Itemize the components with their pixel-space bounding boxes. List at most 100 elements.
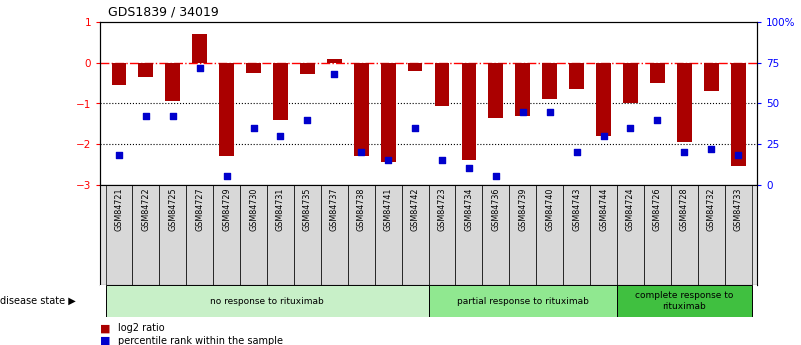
Bar <box>435 63 449 106</box>
Bar <box>273 63 288 120</box>
Text: GSM84740: GSM84740 <box>545 188 554 231</box>
Bar <box>192 34 207 63</box>
Text: GSM84729: GSM84729 <box>222 188 231 231</box>
Point <box>517 109 529 115</box>
Bar <box>380 63 396 162</box>
Bar <box>429 285 617 317</box>
Text: log2 ratio: log2 ratio <box>118 324 164 333</box>
Point <box>193 65 206 71</box>
Text: GSM84738: GSM84738 <box>356 188 366 231</box>
Text: GSM84723: GSM84723 <box>437 188 446 231</box>
Point <box>113 152 126 158</box>
Text: GSM84726: GSM84726 <box>653 188 662 231</box>
Bar <box>704 63 718 91</box>
Text: GSM84744: GSM84744 <box>599 188 608 231</box>
Bar <box>159 185 187 285</box>
Bar <box>563 185 590 285</box>
Point <box>248 125 260 130</box>
Bar <box>348 185 375 285</box>
Text: GSM84743: GSM84743 <box>572 188 581 231</box>
Text: GSM84735: GSM84735 <box>303 188 312 231</box>
Bar <box>542 63 557 99</box>
Point <box>543 109 556 115</box>
Bar <box>132 185 159 285</box>
Bar <box>570 63 584 89</box>
Bar <box>515 63 530 116</box>
Point <box>597 133 610 139</box>
Bar <box>165 63 180 101</box>
Text: disease state ▶: disease state ▶ <box>0 296 76 306</box>
Bar <box>401 185 429 285</box>
Text: GSM84722: GSM84722 <box>142 188 151 231</box>
Bar <box>536 185 563 285</box>
Text: ■: ■ <box>100 324 111 333</box>
Bar <box>106 185 132 285</box>
Bar <box>111 63 127 85</box>
Bar <box>354 63 368 156</box>
Text: GSM84730: GSM84730 <box>249 188 258 231</box>
Bar <box>509 185 536 285</box>
Bar <box>489 63 503 118</box>
Text: GSM84731: GSM84731 <box>276 188 285 231</box>
Point <box>436 157 449 163</box>
Text: GSM84733: GSM84733 <box>734 188 743 231</box>
Bar <box>240 185 267 285</box>
Bar <box>456 185 482 285</box>
Point <box>139 114 152 119</box>
Point <box>167 114 179 119</box>
Point <box>220 174 233 179</box>
Bar <box>106 285 429 317</box>
Bar <box>213 185 240 285</box>
Text: GSM84721: GSM84721 <box>115 188 123 231</box>
Point <box>301 117 314 122</box>
Bar <box>650 63 665 83</box>
Point <box>409 125 421 130</box>
Text: no response to rituximab: no response to rituximab <box>210 296 324 306</box>
Point <box>355 149 368 155</box>
Text: complete response to
rituximab: complete response to rituximab <box>635 291 734 311</box>
Bar <box>617 185 644 285</box>
Bar <box>187 185 213 285</box>
Point <box>678 149 690 155</box>
Point <box>570 149 583 155</box>
Bar <box>327 59 342 63</box>
Text: GSM84727: GSM84727 <box>195 188 204 231</box>
Text: GSM84741: GSM84741 <box>384 188 392 231</box>
Bar <box>219 63 234 156</box>
Bar <box>139 63 153 77</box>
Bar <box>429 185 456 285</box>
Text: GSM84724: GSM84724 <box>626 188 635 231</box>
Text: GSM84734: GSM84734 <box>465 188 473 231</box>
Bar <box>596 63 611 136</box>
Point <box>731 152 744 158</box>
Point <box>462 166 475 171</box>
Bar <box>677 63 692 142</box>
Text: GDS1839 / 34019: GDS1839 / 34019 <box>108 6 219 19</box>
Text: GSM84725: GSM84725 <box>168 188 177 231</box>
Bar <box>725 185 751 285</box>
Point <box>651 117 664 122</box>
Point <box>705 146 718 152</box>
Text: GSM84739: GSM84739 <box>518 188 527 231</box>
Text: GSM84732: GSM84732 <box>706 188 715 231</box>
Bar <box>375 185 401 285</box>
Text: GSM84728: GSM84728 <box>680 188 689 231</box>
Bar <box>246 63 261 73</box>
Text: GSM84736: GSM84736 <box>491 188 501 231</box>
Text: percentile rank within the sample: percentile rank within the sample <box>118 336 283 345</box>
Text: GSM84737: GSM84737 <box>330 188 339 231</box>
Text: partial response to rituximab: partial response to rituximab <box>457 296 589 306</box>
Point <box>489 174 502 179</box>
Bar <box>482 185 509 285</box>
Bar <box>644 185 670 285</box>
Point <box>624 125 637 130</box>
Bar <box>670 185 698 285</box>
Bar <box>623 63 638 104</box>
Bar <box>461 63 477 160</box>
Point <box>328 71 340 77</box>
Text: ■: ■ <box>100 336 111 345</box>
Bar <box>590 185 617 285</box>
Bar <box>731 63 746 166</box>
Point <box>382 157 395 163</box>
Bar <box>294 185 321 285</box>
